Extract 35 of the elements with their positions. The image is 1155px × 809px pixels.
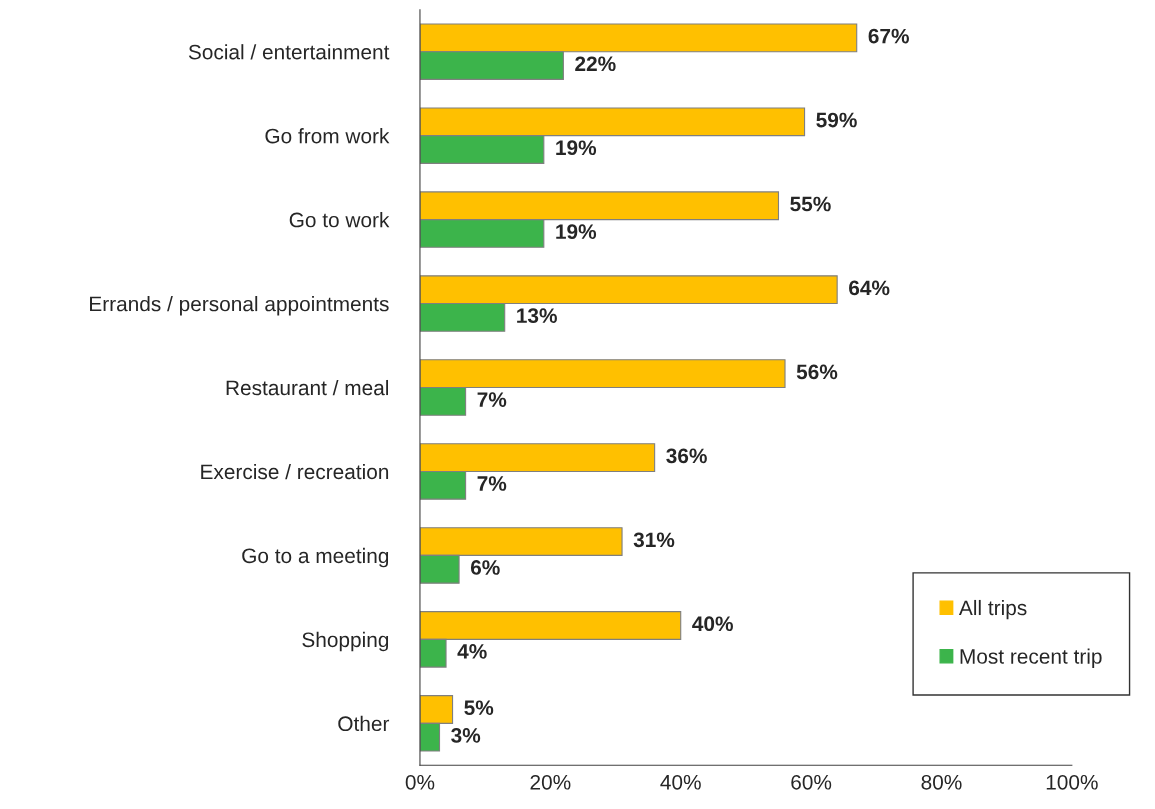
x-tick-label: 80% — [921, 774, 962, 790]
data-label: 40% — [692, 616, 733, 632]
y-tick-label: Errands / personal appointments — [90, 296, 389, 316]
x-tick-label: 100% — [1046, 774, 1098, 790]
y-tick-label: Exercise / recreation — [201, 463, 389, 480]
data-label: 67% — [868, 28, 909, 44]
data-label: 19% — [556, 140, 597, 156]
y-tick-label: Go to a meeting — [242, 547, 389, 568]
data-label: 5% — [464, 700, 494, 716]
data-label: 4% — [457, 644, 487, 659]
y-tick-label: Go from work — [265, 128, 390, 144]
data-label: 13% — [517, 308, 557, 324]
y-tick-label: Shopping — [302, 631, 389, 652]
data-label: 59% — [816, 112, 857, 128]
x-tick-label: 0% — [405, 774, 435, 790]
data-label: 56% — [796, 364, 838, 380]
data-label: 22% — [575, 56, 616, 72]
data-label: 36% — [666, 448, 707, 464]
data-label: 19% — [556, 224, 597, 240]
x-tick-label: 40% — [660, 774, 701, 790]
data-label: 31% — [633, 532, 675, 548]
y-tick-label: Social / entertainment — [188, 44, 390, 60]
legend-label: All trips — [958, 599, 1027, 620]
data-label: 7% — [477, 392, 507, 407]
y-tick-label: Other — [338, 715, 390, 732]
x-tick-label: 20% — [530, 774, 571, 790]
legend-label: Most recent trip — [960, 648, 1102, 668]
data-label: 64% — [849, 280, 890, 296]
data-label: 55% — [790, 196, 831, 212]
y-tick-label: Go to work — [289, 212, 390, 228]
x-tick-label: 60% — [791, 774, 832, 790]
y-tick-label: Restaurant / meal — [226, 379, 389, 396]
data-label: 3% — [451, 728, 481, 743]
data-label: 7% — [477, 476, 507, 491]
data-label: 6% — [470, 560, 500, 575]
